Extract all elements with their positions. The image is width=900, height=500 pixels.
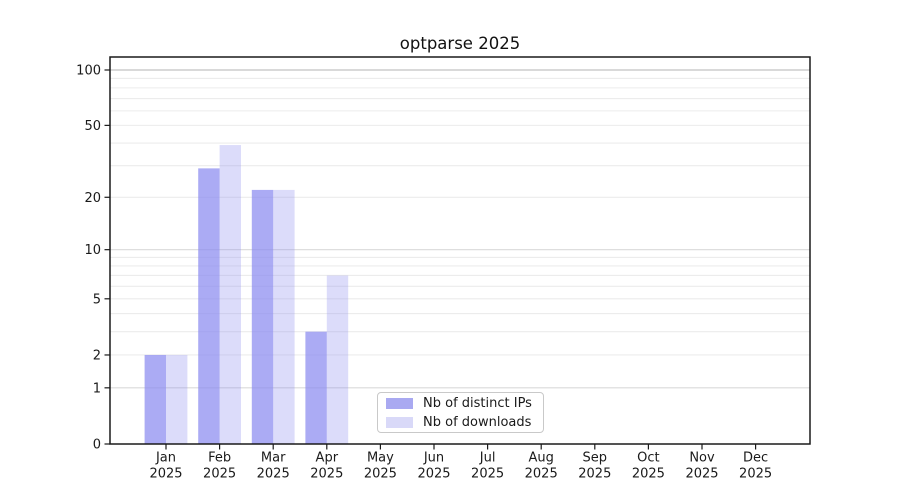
x-tick-label-year: 2025 [310,467,343,482]
legend-row-distinct-ips: Nb of distinct IPs [386,396,543,411]
x-tick-label-year: 2025 [578,467,611,482]
legend-swatch-distinct-ips [386,397,413,409]
x-tick-label-month: Apr [316,451,339,466]
x-tick-label-month: Aug [529,451,554,466]
bar-distinct-ips-apr [305,331,327,444]
legend: Nb of distinct IPs Nb of downloads [377,392,544,433]
x-tick-label-month: Feb [208,451,231,466]
y-tick-label: 0 [93,438,101,453]
x-tick-label-month: Jul [479,451,496,466]
x-tick-label-month: Oct [637,451,659,466]
x-tick-label-year: 2025 [417,467,450,482]
x-tick-label-year: 2025 [632,467,665,482]
x-tick-label-month: Sep [583,451,608,466]
y-tick-label: 10 [84,243,101,258]
bar-distinct-ips-mar [251,189,274,444]
legend-label-downloads: Nb of downloads [423,414,532,430]
x-tick-label-month: Jan [155,451,176,466]
bar-downloads-mar [273,189,295,444]
bar-downloads-feb [219,145,241,444]
y-tick-label: 2 [93,348,101,363]
axes-spines [109,56,811,445]
y-tick-label: 5 [93,292,101,307]
legend-swatch-downloads [386,416,413,428]
x-tick-label-month: Nov [689,451,715,466]
x-tick-label-month: Dec [743,451,768,466]
x-tick-label-year: 2025 [257,467,290,482]
x-tick-label-year: 2025 [364,467,397,482]
x-tick-label-month: Jun [423,451,444,466]
y-tick-label: 20 [84,191,101,206]
legend-label-distinct-ips: Nb of distinct IPs [423,395,532,411]
x-tick-label-year: 2025 [525,467,558,482]
chart-title: optparse 2025 [399,34,521,53]
legend-row-downloads: Nb of downloads [386,415,543,430]
x-tick-label-year: 2025 [149,467,182,482]
x-tick-label-year: 2025 [471,467,504,482]
y-tick-label: 1 [93,381,101,396]
y-tick-label: 50 [84,119,101,134]
bar-downloads-apr [326,275,349,444]
x-tick-label-year: 2025 [685,467,718,482]
x-tick-label-year: 2025 [203,467,236,482]
x-tick-label-month: Mar [261,451,286,466]
bar-downloads-jan [166,354,188,444]
y-tick-label: 100 [76,64,101,79]
x-tick-label-year: 2025 [739,467,772,482]
bar-distinct-ips-jan [144,354,166,444]
x-tick-label-month: May [367,451,394,466]
bar-distinct-ips-feb [198,168,220,444]
